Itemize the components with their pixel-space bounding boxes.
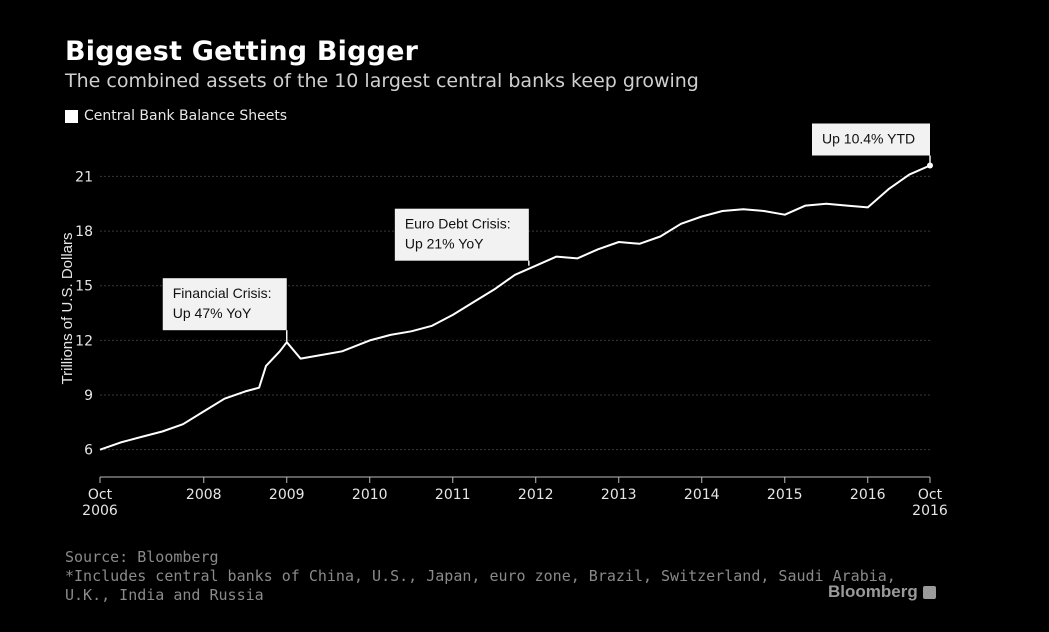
annotation-text: Up 21% YoY	[405, 236, 484, 252]
legend: Central Bank Balance Sheets	[65, 108, 287, 124]
chart-title: Biggest Getting Bigger	[65, 36, 419, 67]
legend-swatch	[65, 109, 78, 123]
x-tick-label: Oct	[918, 487, 943, 503]
annotation-text: Euro Debt Crisis:	[405, 216, 511, 232]
footnote-line-1: *Includes central banks of China, U.S., …	[65, 567, 896, 585]
bloomberg-terminal-icon	[922, 585, 936, 599]
x-tick-label: 2016	[850, 487, 886, 503]
y-tick-label: 18	[75, 224, 93, 240]
y-tick-label: 21	[75, 169, 93, 185]
source-note: Source: Bloomberg	[65, 548, 219, 566]
x-tick-label: 2012	[518, 487, 554, 503]
series-line	[99, 164, 931, 451]
x-tick-label: 2008	[186, 487, 222, 503]
chart-subtitle: The combined assets of the 10 largest ce…	[65, 70, 699, 92]
x-tick-label: Oct	[88, 487, 113, 503]
annotation-box	[812, 123, 930, 156]
y-tick-label: 9	[84, 388, 93, 404]
annotation-text: Up 10.4% YTD	[822, 131, 915, 147]
y-tick-label: 6	[84, 443, 93, 459]
y-axis-label: Trillions of U.S. Dollars	[59, 233, 76, 385]
x-tick-label: 2015	[767, 487, 803, 503]
annotation-text: Financial Crisis:	[173, 285, 272, 301]
x-tick-label: 2010	[352, 487, 388, 503]
y-tick-label: 15	[75, 279, 93, 295]
brand-logo: Bloomberg	[828, 582, 936, 602]
x-tick-label: 2013	[601, 487, 637, 503]
annotation-box	[162, 278, 287, 331]
x-tick-sublabel: 2006	[82, 503, 118, 519]
y-tick-label: 12	[75, 333, 93, 349]
legend-label: Central Bank Balance Sheets	[84, 108, 288, 124]
brand-name: Bloomberg	[828, 582, 918, 601]
footnote-line-2: U.K., India and Russia	[65, 586, 264, 604]
annotation-text: Up 47% YoY	[173, 305, 252, 321]
footer-notes: Source: Bloomberg *Includes central bank…	[65, 548, 896, 605]
x-tick-label: 2011	[435, 487, 471, 503]
x-tick-sublabel: 2016	[912, 503, 948, 519]
x-tick-label: 2014	[684, 487, 720, 503]
x-tick-label: 2009	[269, 487, 305, 503]
annotation-box	[394, 208, 529, 261]
